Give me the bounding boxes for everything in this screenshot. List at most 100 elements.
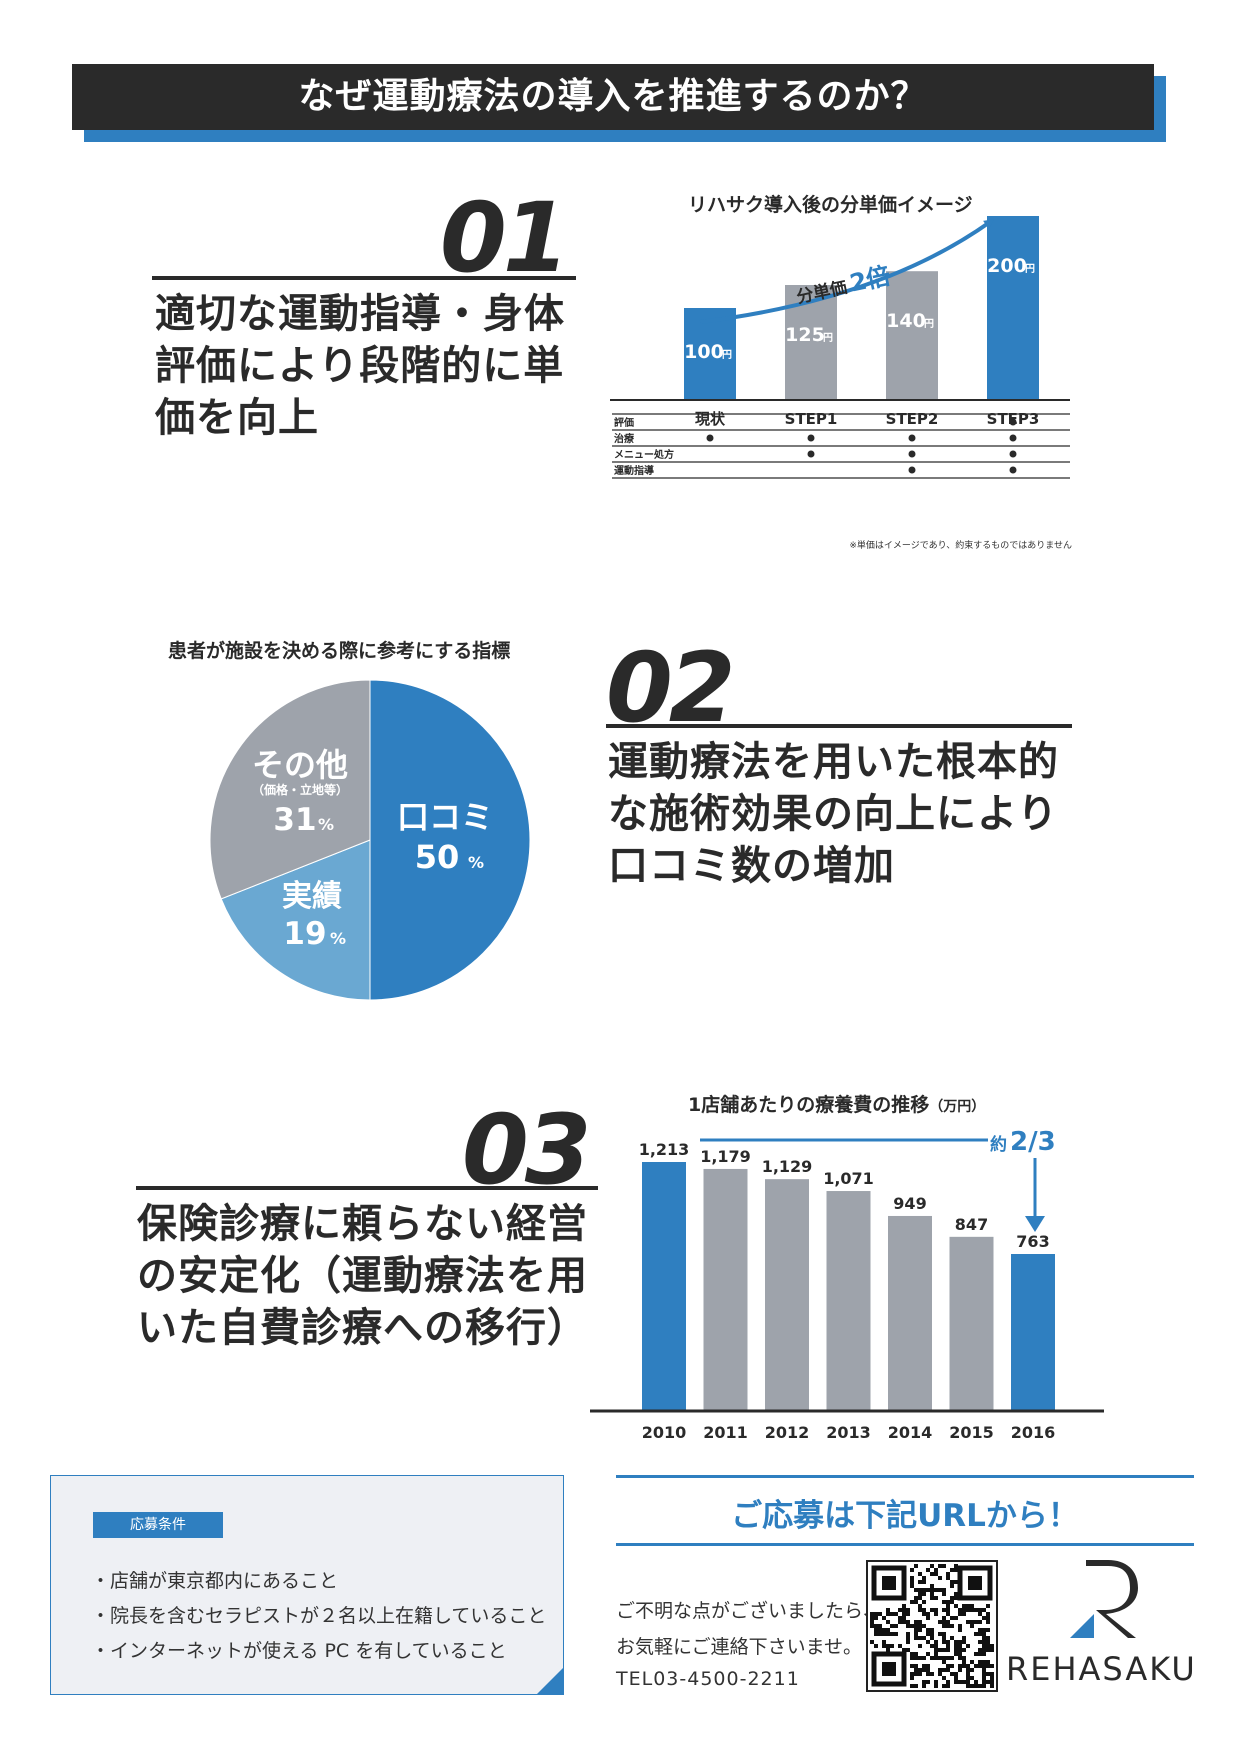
- matrix-dot: [706, 434, 714, 442]
- qr-code[interactable]: [866, 1560, 998, 1692]
- year-label: 2015: [949, 1423, 994, 1440]
- slice-value: 50: [415, 838, 460, 876]
- matrix-dot: [1009, 450, 1017, 458]
- matrix-dot: [807, 434, 815, 442]
- unit-price-categories: 現状STEP1STEP2STEP3: [695, 410, 1039, 428]
- chart-unit: （万円）: [929, 1099, 986, 1115]
- referral-pie-chart: 口コミ 50 % その他 （価格・立地等） 31 % 実績 19 %: [209, 679, 531, 1001]
- apply-title: ご応募は下記URLから！: [731, 1498, 1079, 1534]
- table-row-label: 評価: [614, 416, 634, 429]
- matrix-dot: [1009, 434, 1017, 442]
- bar-unit-label: 円: [823, 332, 833, 344]
- year-label: 2012: [765, 1423, 810, 1440]
- matrix-dot: [1009, 466, 1017, 474]
- matrix-dot: [908, 450, 916, 458]
- slice-label-kuchikomi: 口コミ 50 %: [397, 798, 493, 876]
- bar-value-label: 200: [987, 255, 1027, 277]
- bar-現状: [684, 308, 736, 400]
- year-label: 2016: [1011, 1423, 1056, 1440]
- section-number-01: 01: [440, 182, 570, 294]
- down-arrow-icon: [1025, 1216, 1045, 1232]
- slice-name: 実績: [282, 879, 342, 914]
- conditions-label: 応募条件: [93, 1512, 223, 1538]
- heading-line: 適切な運動指導・身体: [155, 291, 565, 337]
- bar-unit-label: 円: [722, 349, 732, 361]
- bar-2015: [949, 1236, 994, 1410]
- bar-unit-label: 円: [924, 318, 934, 330]
- category-label: STEP1: [785, 410, 838, 428]
- slice-label-jisseki: 実績 19 %: [282, 879, 346, 952]
- bar-STEP3: [987, 216, 1039, 400]
- pie-slice-実績: [220, 839, 371, 1001]
- apply-top-rule: [616, 1475, 1194, 1478]
- matrix-dot: [807, 450, 815, 458]
- slice-name: その他: [252, 746, 348, 784]
- bar-value-label: 1,071: [823, 1169, 874, 1188]
- category-label: STEP2: [886, 410, 939, 428]
- percent-sign: %: [318, 815, 334, 834]
- condition-item: ・インターネットが使える PC を有していること: [91, 1640, 507, 1662]
- pie-slice-口コミ: [369, 679, 531, 1001]
- bar-2012: [765, 1179, 809, 1410]
- heading-line: 運動療法を用いた根本的: [608, 739, 1059, 785]
- table-row-label: メニュー処方: [614, 448, 674, 461]
- heading-line: な施術効果の向上により: [608, 791, 1059, 837]
- slice-value: 31: [273, 802, 316, 838]
- condition-item: ・院長を含むセラピストが２名以上在籍していること: [91, 1605, 547, 1627]
- bar-STEP2: [886, 271, 938, 400]
- arrow-annotation: 分単価 2倍: [795, 262, 893, 308]
- medical-cost-bars: 1,213 1,179 1,129 1,071 949 847 763: [639, 1140, 1055, 1410]
- bar-value-label: 949: [893, 1194, 926, 1213]
- percent-sign: %: [468, 853, 484, 872]
- pie-slices: [209, 679, 531, 1001]
- application-conditions-box: 応募条件 ・店舗が東京都内にあること ・院長を含むセラピストが２名以上在籍してい…: [50, 1475, 564, 1695]
- chart-title-text: 1店舗あたりの療養費の推移: [688, 1094, 930, 1116]
- qr-code-icon: [870, 1564, 994, 1688]
- year-label: 2011: [703, 1423, 748, 1440]
- year-label: 2010: [642, 1423, 687, 1440]
- slice-value: 19: [283, 916, 326, 952]
- tel-number: TEL03-4500-2211: [616, 1668, 800, 1690]
- annotation-prefix: 約: [990, 1134, 1007, 1155]
- annotation-value: 2/3: [1010, 1127, 1056, 1157]
- condition-item: ・店舗が東京都内にあること: [91, 1570, 339, 1592]
- section-02-rule: [606, 724, 1072, 728]
- section-02-heading: 運動療法を用いた根本的 な施術効果の向上により 口コミ数の増加: [608, 736, 1059, 892]
- contact-line: ご不明な点がございましたら、: [616, 1600, 883, 1622]
- bar-2014: [888, 1215, 932, 1410]
- heading-line: 口コミ数の増加: [608, 843, 895, 889]
- heading-line: 価を向上: [155, 395, 319, 441]
- bar-2013: [826, 1191, 871, 1410]
- brand-name: REHASAKU: [1006, 1650, 1197, 1688]
- reduction-annotation: 約 2/3: [990, 1127, 1056, 1157]
- bar-value-label: 125: [785, 324, 825, 346]
- slice-name: 口コミ: [397, 798, 493, 836]
- medical-cost-chart: 約 2/3 1,213 1,179 1,129 1,071 949 847 763 2010…: [590, 1127, 1104, 1440]
- heading-line: 保険診療に頼らない経営: [137, 1201, 588, 1247]
- section-number-03: 03: [462, 1094, 592, 1206]
- chart-title-pie: 患者が施設を決める際に参考にする指標: [168, 640, 511, 662]
- percent-sign: %: [330, 929, 346, 948]
- bar-2010: [642, 1162, 686, 1410]
- bar-value-label: 763: [1016, 1232, 1049, 1251]
- growth-arrow-icon: [699, 219, 995, 324]
- matrix-dot: [908, 466, 916, 474]
- slice-label-other: その他 （価格・立地等） 31 %: [252, 746, 348, 838]
- bar-value-label: 847: [955, 1215, 988, 1234]
- pie-slice-その他: [209, 679, 371, 900]
- contact-line: お気軽にご連絡下さいませ。: [616, 1636, 863, 1658]
- year-label: 2013: [826, 1423, 871, 1440]
- section-03-rule: [136, 1186, 598, 1190]
- apply-bottom-rule: [616, 1543, 1194, 1546]
- matrix-dot: [908, 434, 916, 442]
- section-03-heading: 保険診療に頼らない経営 の安定化（運動療法を用 いた自費診療への移行）: [137, 1198, 588, 1354]
- bar-2016: [1011, 1254, 1055, 1410]
- medical-cost-categories: 2010 2011 2012 2013 2014 2015 2016: [642, 1423, 1056, 1440]
- matrix-dot: [1009, 418, 1017, 426]
- page-title: なぜ運動療法の導入を推進するのか？: [72, 64, 1154, 130]
- table-row-label: 運動指導: [614, 464, 654, 477]
- heading-line: 評価により段階的に単: [155, 343, 565, 389]
- bar-2011: [703, 1168, 748, 1410]
